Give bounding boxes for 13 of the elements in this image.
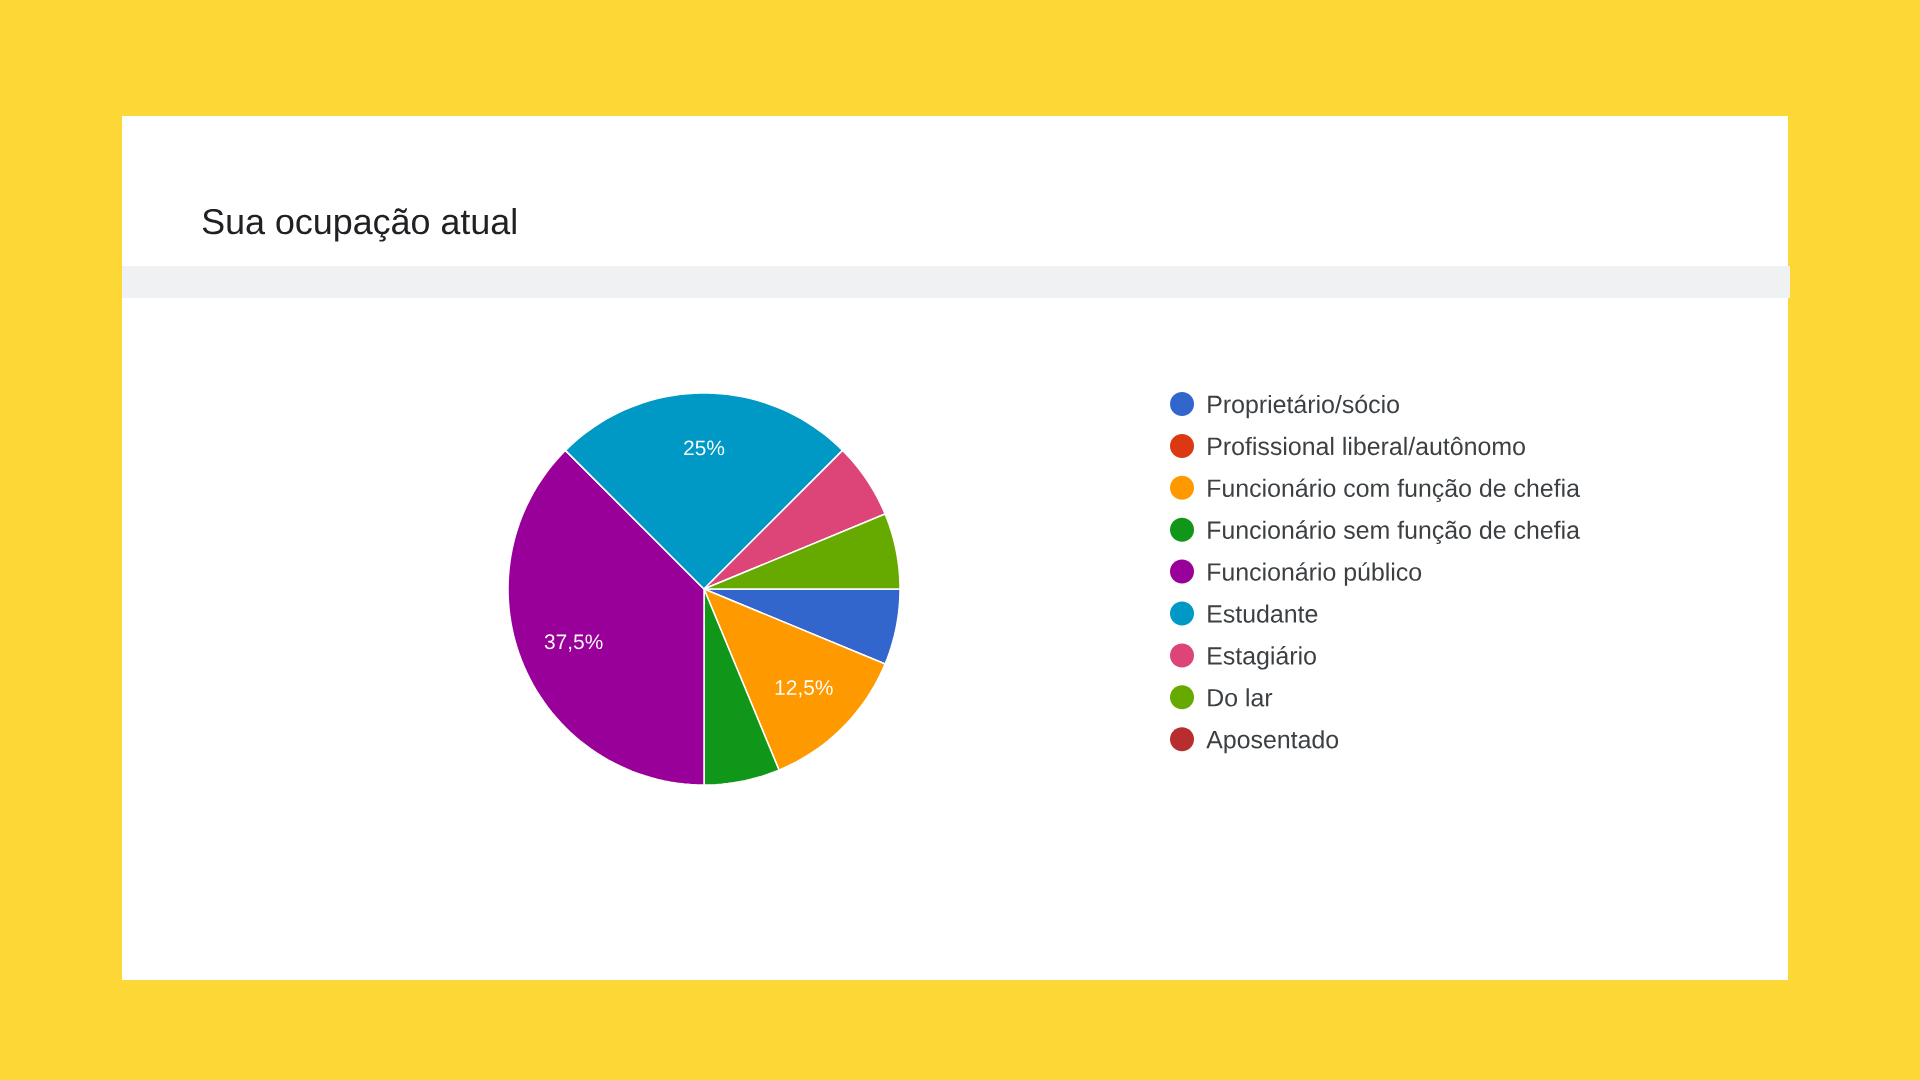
legend-label: Funcionário com função de chefia (1208, 478, 1580, 503)
legend-label: Proprietário/sócio (1208, 394, 1399, 419)
legend-label: Estudante (1208, 604, 1318, 623)
legend-label: Profissional liberal/autônomo (1208, 436, 1525, 456)
legend-label: Funcionário sem função de chefia (1208, 520, 1580, 544)
chart-title: Sua ocupação atual (202, 208, 516, 242)
data-label: 12,5% (775, 680, 833, 698)
legend-label: Funcionário público (1208, 562, 1422, 586)
data-label: 25% (684, 440, 725, 456)
legend-label: Aposentado (1206, 730, 1339, 754)
legend-label: Estagiário (1208, 646, 1316, 670)
legend-label: Do lar (1208, 688, 1273, 707)
data-label: 37,5% (544, 634, 603, 652)
